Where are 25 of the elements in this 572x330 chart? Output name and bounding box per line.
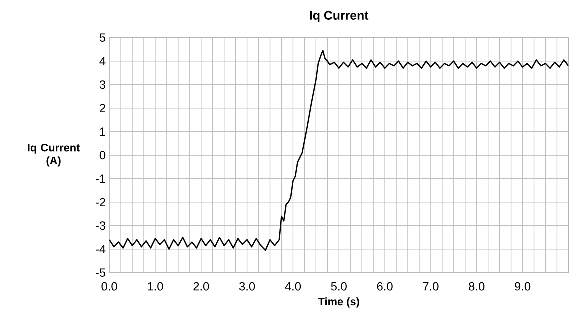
x-axis-title: Time (s) (318, 298, 360, 308)
y-tick-label: -2 (96, 198, 106, 207)
x-tick-label: 3.0 (239, 282, 256, 291)
y-tick-label: 3 (100, 80, 106, 90)
y-tick-label: -4 (96, 245, 106, 254)
y-tick-label: 1 (100, 128, 106, 136)
x-tick-label: 9.0 (515, 282, 531, 291)
x-tick-label: 2.0 (194, 282, 210, 291)
x-tick-label: 7.0 (423, 282, 439, 291)
y-tick-label: -5 (96, 268, 106, 278)
y-tick-label: 5 (100, 34, 106, 42)
y-tick-label: -1 (96, 174, 106, 184)
y-tick-label: 2 (100, 104, 106, 113)
y-tick-label: 0 (100, 151, 106, 160)
x-tick-label: 6.0 (377, 282, 393, 291)
y-axis-title: Iq Current (A) (28, 144, 80, 167)
y-tick-label: -3 (96, 222, 106, 230)
x-tick-label: 8.0 (469, 282, 485, 291)
x-tick-label: 5.0 (331, 282, 347, 291)
chart-title: Iq Current (310, 11, 369, 23)
x-tick-label: 1.0 (148, 282, 164, 291)
x-tick-label: 4.0 (285, 282, 302, 291)
x-tick-label: 0.0 (102, 282, 118, 291)
y-tick-label: 4 (100, 57, 106, 66)
line-series (110, 50, 569, 252)
